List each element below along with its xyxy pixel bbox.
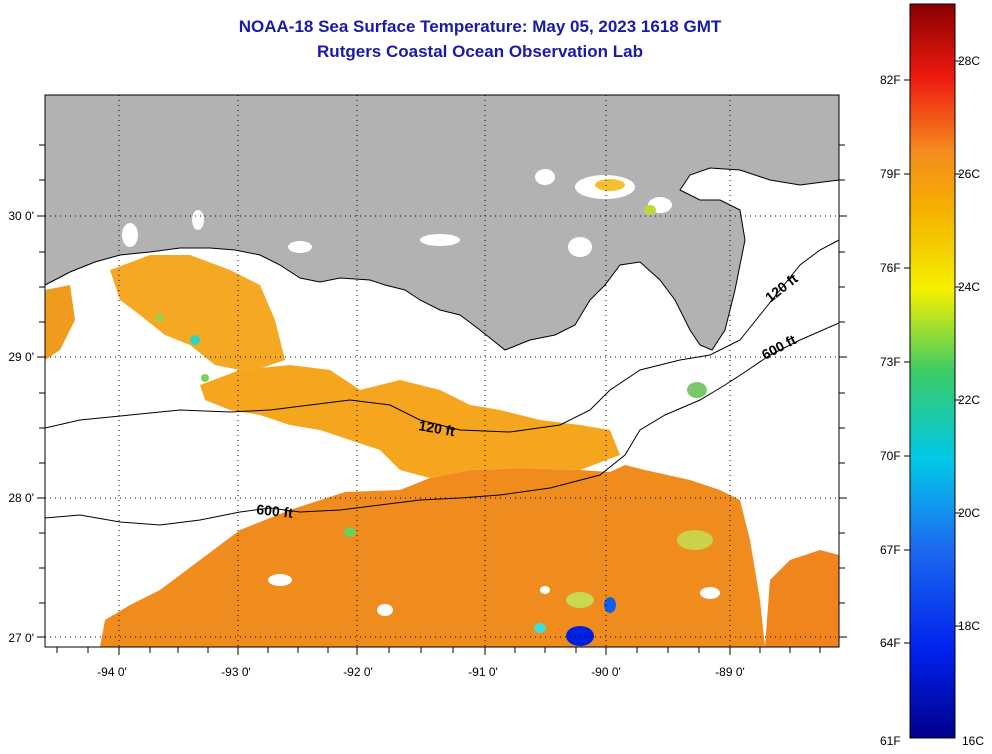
map-subtitle: Rutgers Coastal Ocean Observation Lab [317, 42, 643, 61]
tick-marks [37, 144, 847, 655]
lat-label-28: 28 0' [8, 491, 34, 505]
land-mass [45, 95, 839, 350]
map-title: NOAA-18 Sea Surface Temperature: May 05,… [238, 17, 722, 36]
coastline [45, 167, 839, 351]
colorbar-f-67: 67F [880, 543, 901, 557]
lon-label-90: -90 0' [591, 665, 621, 679]
sst-region-northwest [110, 255, 285, 372]
lon-label-92: -92 0' [343, 665, 373, 679]
contour-label-600ft-a: 600 ft [256, 501, 294, 521]
colorbar-ticks [904, 60, 961, 644]
sst-field [45, 95, 839, 647]
contour-600ft [45, 322, 839, 526]
contour-120ft [45, 239, 839, 433]
lon-label-91: -91 0' [468, 665, 498, 679]
colorbar-f-64: 64F [880, 636, 901, 650]
colorbar-c-24: 24C [958, 280, 980, 294]
colorbar-f-73: 73F [880, 355, 901, 369]
colorbar-c-20: 20C [958, 506, 980, 520]
colorbar-c-22: 22C [958, 393, 980, 407]
colorbar-c-28: 28C [958, 54, 980, 68]
colorbar-f-79: 79F [880, 167, 901, 181]
sst-region-west [45, 285, 75, 360]
colorbar-c-18: 18C [958, 619, 980, 633]
colorbar-f-70: 70F [880, 449, 901, 463]
colorbar [909, 3, 956, 739]
colorbar-c-26: 26C [958, 167, 980, 181]
lat-label-30: 30 0' [8, 209, 34, 223]
colorbar-f-61: 61F [880, 734, 901, 748]
lon-label-89: -89 0' [715, 665, 745, 679]
sst-region-middle [200, 365, 620, 478]
grid [45, 95, 839, 647]
plot-frame [44, 94, 840, 648]
contour-label-120ft-a: 120 ft [417, 417, 456, 439]
lon-label-93: -93 0' [221, 665, 251, 679]
lat-label-27: 27 0' [8, 631, 34, 645]
colorbar-f-82: 82F [880, 73, 901, 87]
sst-region-south [100, 465, 765, 647]
colorbar-f-76: 76F [880, 261, 901, 275]
lat-label-29: 29 0' [8, 350, 34, 364]
sst-region-southeast [765, 550, 839, 647]
lon-label-94: -94 0' [97, 665, 127, 679]
colorbar-c-16: 16C [962, 734, 984, 748]
